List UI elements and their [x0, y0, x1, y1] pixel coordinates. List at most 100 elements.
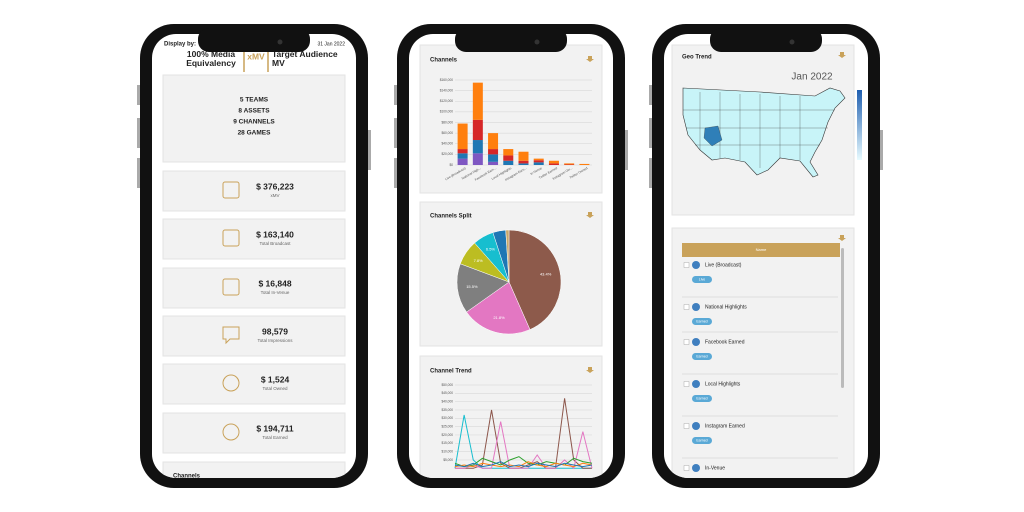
- pie-slice: [456, 263, 510, 313]
- bar-segment: [503, 149, 514, 156]
- y-tick-label: $5,000: [443, 458, 453, 462]
- kpi-icon: [222, 229, 240, 247]
- bar-segment: [564, 164, 575, 165]
- row-expander: [683, 339, 690, 345]
- kpi-value: $ 163,140: [256, 229, 294, 239]
- row-name: Live (Broadcast): [705, 262, 742, 268]
- bar-segment: [533, 160, 544, 163]
- row-expander: [683, 423, 690, 429]
- y-tick-label: $25,000: [441, 424, 453, 428]
- tab[interactable]: Target Audience MV: [272, 50, 342, 72]
- download-icons[interactable]: [586, 56, 594, 373]
- bar-segment: [518, 160, 529, 164]
- y-tick-label: $40,000: [441, 142, 453, 146]
- tag-label: Earned: [696, 354, 707, 358]
- kpi-value: $ 194,711: [256, 423, 294, 433]
- row-badge: [692, 380, 700, 388]
- kpi-label: Total Broadcast: [259, 241, 291, 246]
- y-tick-label: $0: [449, 163, 453, 167]
- kpi-label: Total In-Venue: [261, 290, 290, 295]
- kpi-card: [162, 412, 346, 454]
- y-tick-label: $35,000: [441, 408, 453, 412]
- kpi-label: Total Earned: [262, 435, 288, 440]
- us-map[interactable]: [682, 87, 846, 178]
- row-expander: [683, 304, 690, 310]
- row-name: In-Venue: [705, 465, 725, 471]
- bar-segment: [457, 123, 468, 150]
- list-header[interactable]: Name: [756, 247, 767, 252]
- bar-segment: [457, 158, 468, 165]
- bar-segment: [457, 153, 468, 159]
- tag-pill: [692, 318, 712, 325]
- bar-segment: [579, 163, 590, 165]
- bar-segment: [533, 158, 544, 161]
- row-name: National Highlights: [705, 304, 747, 310]
- y-tick-label: $120,000: [440, 99, 454, 103]
- chart-title: Channels Split: [430, 214, 472, 220]
- phone2-screen: Channels Channels Split Channel Trend $0…: [419, 44, 603, 478]
- tag-label: Live: [699, 277, 705, 281]
- tab[interactable]: 100% Media Equivalency: [176, 50, 246, 72]
- phone3-screen: Geo Trend Jan 2022 Name Live (Broadcast)…: [671, 44, 862, 478]
- row-expander: [683, 465, 690, 471]
- bar-segment: [472, 119, 483, 141]
- chart-title: Channel Trend: [430, 369, 472, 375]
- bar-segment: [472, 140, 483, 154]
- row-name: Instagram Earned: [705, 423, 745, 429]
- kpi-card: [162, 218, 346, 260]
- map-title: Geo Trend: [682, 55, 712, 61]
- summary-line: 5 TEAMS: [240, 97, 269, 104]
- summary-line: 28 GAMES: [238, 130, 272, 137]
- bar-segment: [472, 82, 483, 120]
- bar-segment: [548, 163, 559, 165]
- slice-label: 21.8%: [493, 315, 505, 320]
- kpi-icon: [222, 278, 240, 296]
- y-tick-label: $20,000: [441, 433, 453, 437]
- trend-line: [454, 461, 593, 468]
- bar-segment: [564, 163, 575, 165]
- bar-segment: [488, 149, 499, 155]
- tag-pill: [692, 276, 712, 283]
- y-tick-label: $45,000: [441, 391, 453, 395]
- slice-label: 43.4%: [540, 271, 552, 276]
- map-period: Jan 2022: [791, 72, 833, 83]
- summary-line: 8 ASSETS: [238, 108, 270, 115]
- kpi-value: $ 376,223: [256, 181, 294, 191]
- row-name: Local Highlights: [705, 381, 741, 387]
- y-tick-label: $100,000: [440, 110, 454, 114]
- kpi-icon: [222, 374, 240, 392]
- kpi-icon: [222, 326, 240, 345]
- tag-pill: [692, 395, 712, 402]
- y-tick-label: $60,000: [441, 131, 453, 135]
- bar-segment: [488, 133, 499, 150]
- row-badge: [692, 422, 700, 430]
- row-expander: [683, 381, 690, 387]
- slice-label: 7.8%: [474, 258, 484, 263]
- summary-card: [162, 74, 346, 163]
- kpi-card: [162, 267, 346, 309]
- bar-segment: [548, 160, 559, 164]
- bar-segment: [518, 151, 529, 161]
- date: 31 Jan 2022: [317, 41, 345, 47]
- row-badge: [692, 261, 700, 269]
- tab-label[interactable]: 100% Media Equivalency: [186, 50, 236, 68]
- tag-label: Earned: [696, 319, 707, 323]
- kpi-label: xMV: [271, 193, 280, 198]
- y-tick-label: $20,000: [441, 152, 453, 156]
- y-tick-label: $160,000: [440, 78, 454, 82]
- bar-segment: [503, 160, 514, 165]
- tab-label[interactable]: xMV: [247, 51, 265, 61]
- bar-segment: [472, 153, 483, 165]
- bar-segment: [457, 149, 468, 154]
- row-expander: [683, 262, 690, 268]
- kpi-card: [162, 170, 346, 212]
- kpi-value: $ 1,524: [261, 374, 290, 384]
- tab-label[interactable]: Target Audience MV: [272, 50, 338, 68]
- kpi-icon: [222, 423, 240, 441]
- bar-segment: [488, 161, 499, 165]
- bar-segment: [533, 162, 544, 165]
- pie-slice: [508, 229, 562, 330]
- kpi-card: [162, 363, 346, 405]
